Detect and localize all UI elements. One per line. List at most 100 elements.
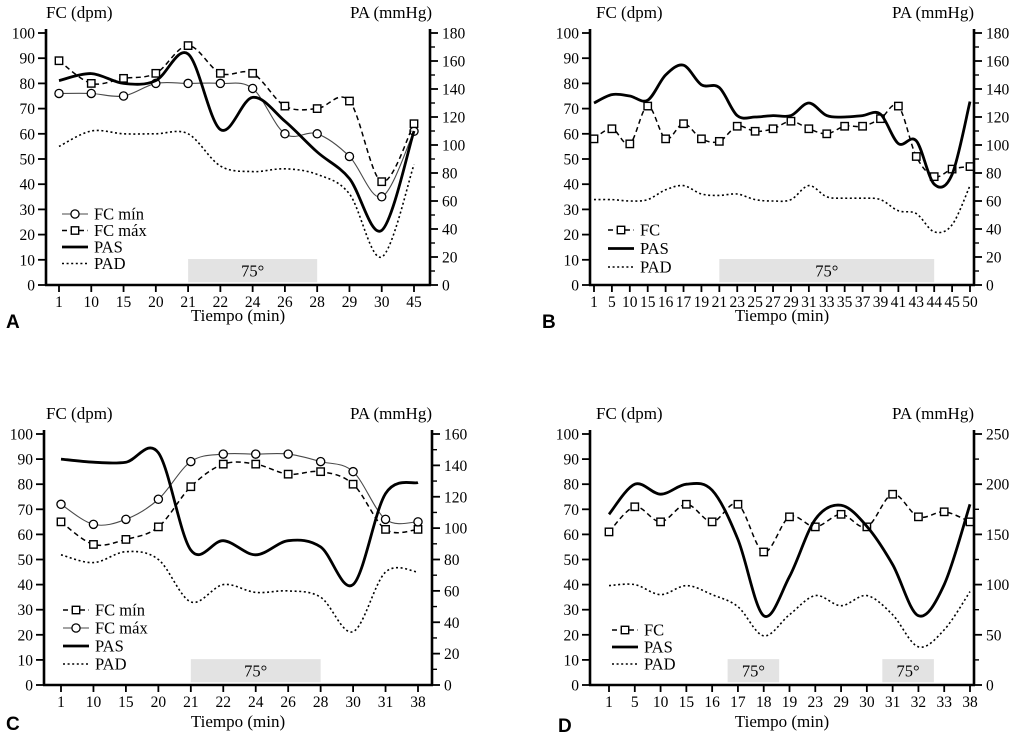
y-tick-label-right: 160	[444, 427, 468, 444]
x-tick-label: 25	[747, 294, 763, 311]
marker-square	[768, 124, 778, 134]
y-tick-label-left: 70	[564, 101, 580, 118]
marker-square	[836, 509, 846, 519]
legend-label: PAD	[94, 254, 126, 273]
y-tick-label-right: 100	[986, 138, 1010, 155]
marker-circle	[348, 466, 358, 477]
marker-square	[86, 78, 96, 88]
x-axis-title: Tiempo (min)	[190, 712, 286, 731]
x-tick-label: 21	[712, 294, 728, 311]
y-tick-label-right: 180	[986, 26, 1010, 43]
x-tick-label: 27	[765, 294, 781, 311]
y-tick-label-right: 120	[442, 110, 466, 127]
marker-square	[56, 517, 66, 527]
marker-square	[733, 499, 743, 509]
y-tick-label-left: 60	[18, 527, 34, 544]
marker-square	[183, 41, 193, 51]
marker-square	[714, 136, 724, 146]
y-tick-label-right: 160	[986, 54, 1010, 71]
x-tick-label: 10	[653, 694, 669, 711]
marker-square	[785, 512, 794, 522]
y-tick-label-right: 0	[986, 678, 994, 695]
marker-circle	[86, 88, 97, 99]
y-tick-label-left: 10	[564, 652, 580, 669]
y-tick-label-right: 50	[986, 627, 1002, 644]
marker-circle	[380, 514, 391, 525]
series-pas	[58, 51, 416, 233]
tilt-shade-label: 75°	[742, 662, 765, 681]
marker-square	[643, 101, 653, 111]
y-tick-label-right: 200	[986, 477, 1010, 494]
y-tick-label-left: 100	[12, 26, 36, 43]
marker-square	[630, 502, 640, 512]
y-tick-label-right: 100	[442, 138, 466, 155]
marker-square	[413, 524, 423, 534]
x-tick-label: 30	[374, 294, 390, 311]
y-tick-label-left: 100	[556, 427, 580, 444]
y-tick-label-right: 0	[444, 678, 452, 695]
legend-label: FC	[640, 221, 660, 240]
panel-letter: B	[542, 312, 556, 333]
marker-circle	[218, 449, 229, 459]
x-tick-label: 10	[622, 294, 638, 311]
y-tick-label-right: 60	[442, 194, 458, 211]
y-tick-label-right: 0	[442, 278, 450, 295]
x-tick-label: 29	[342, 294, 358, 311]
y-tick-label-left: 30	[564, 202, 580, 219]
series-pas	[60, 446, 419, 588]
y-tick-label-left: 100	[10, 427, 34, 444]
x-tick-label: 5	[608, 294, 616, 311]
marker-square	[786, 116, 796, 126]
marker-square	[218, 459, 228, 469]
marker-circle	[121, 514, 131, 525]
marker-square	[822, 129, 832, 139]
series-fc	[608, 493, 971, 553]
chart-canvas-d: 75° 75° 0 10 20 30 40 50 60 70 80 90 100 0 50 100 150 200…	[556, 427, 1010, 712]
x-tick-label: 45	[406, 294, 422, 311]
series-pad	[593, 184, 971, 234]
series-pad	[608, 583, 971, 648]
x-tick-label: 30	[859, 694, 875, 711]
x-tick-label: 45	[944, 294, 960, 311]
marker-square	[71, 605, 81, 615]
y-tick-label-left: 0	[571, 278, 579, 295]
panel-letter: C	[6, 714, 20, 735]
marker-circle	[250, 449, 261, 459]
marker-circle	[186, 456, 196, 467]
marker-circle	[71, 623, 81, 633]
right-axis-title: PA (mmHg)	[891, 404, 974, 423]
marker-square	[697, 134, 706, 144]
x-tick-label: 1	[57, 694, 65, 711]
x-tick-label: 30	[345, 694, 361, 711]
marker-square	[251, 459, 261, 469]
x-tick-label: 22	[216, 694, 232, 711]
y-tick-label-left: 20	[18, 627, 34, 644]
marker-square	[939, 507, 949, 517]
panel-c: 75° 0 10 20 30 40 50 60 70 80 90 100 0 20 40 60 80 100 120…	[0, 372, 512, 745]
legend-label: FC	[644, 621, 664, 640]
x-tick-label: 1	[55, 294, 63, 311]
tilt-shade	[719, 259, 935, 283]
marker-square	[840, 121, 850, 131]
x-tick-label: 15	[116, 294, 132, 311]
y-tick-label-left: 40	[20, 177, 36, 194]
y-tick-label-right: 20	[986, 250, 1002, 267]
marker-square	[804, 124, 814, 134]
tilt-shade	[190, 659, 321, 683]
x-tick-label: 16	[704, 694, 720, 711]
x-tick-label: 20	[148, 294, 164, 311]
y-tick-label-right: 120	[444, 489, 468, 506]
y-tick-label-right: 140	[986, 82, 1010, 99]
legend-label: FC mín	[94, 205, 144, 224]
x-tick-label: 29	[783, 294, 799, 311]
y-tick-label-right: 100	[986, 577, 1010, 594]
panel-letter: A	[6, 312, 20, 333]
marker-circle	[312, 129, 322, 139]
x-tick-label: 33	[936, 694, 952, 711]
y-tick-label-right: 40	[442, 222, 458, 239]
marker-square	[858, 121, 867, 131]
y-tick-label-left: 90	[564, 51, 580, 68]
y-tick-label-right: 150	[986, 527, 1010, 544]
y-tick-label-left: 80	[564, 76, 580, 93]
